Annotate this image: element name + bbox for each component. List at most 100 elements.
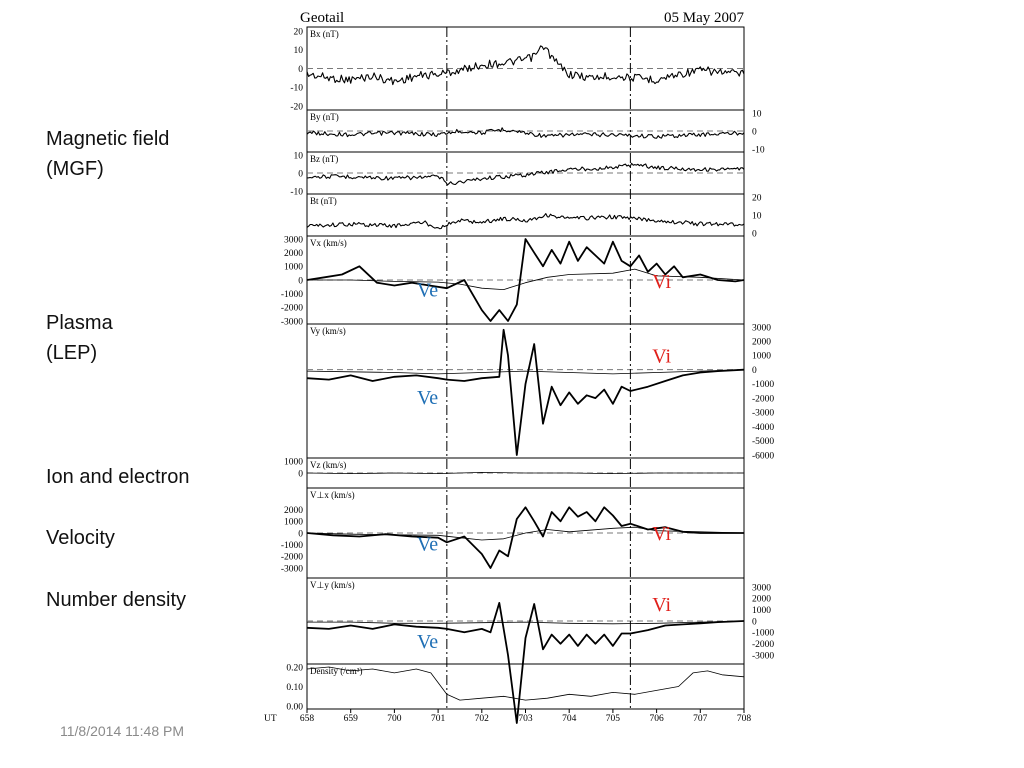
label-plasma: Plasma (LEP) <box>46 308 113 368</box>
series-vperpy-ve <box>306 602 745 724</box>
x-tick-label: 658 <box>300 714 315 724</box>
y-tick-label: 0.00 <box>286 702 303 712</box>
label-number-density: Number density <box>46 589 187 611</box>
y-tick-label: -3000 <box>281 564 303 574</box>
y-tick-label: -10 <box>290 187 303 197</box>
panel-label-bz: Bz (nT) <box>310 154 338 164</box>
x-tick-label: 707 <box>693 714 708 724</box>
label-magnetic-field-line2: (MGF) <box>46 158 104 180</box>
label-plasma-line1: Plasma <box>46 312 113 334</box>
y-tick-label: 0 <box>752 229 757 239</box>
x-tick-label: 705 <box>606 714 621 724</box>
y-tick-label: 20 <box>294 27 304 37</box>
y-tick-label: -1000 <box>752 380 774 390</box>
footer-date: 11/8/2014 11:48 PM <box>60 723 185 739</box>
y-tick-label: -1000 <box>281 290 303 300</box>
y-tick-label: 1000 <box>284 518 303 528</box>
y-tick-label: 10 <box>294 46 304 56</box>
series-vx-ve <box>306 238 745 322</box>
panel-label-vperpy: V⊥y (km/s) <box>310 580 355 590</box>
y-tick-label: 3000 <box>752 583 771 593</box>
y-tick-label: 0.10 <box>286 683 303 693</box>
y-tick-label: -4000 <box>752 423 774 433</box>
x-tick-label: 708 <box>737 714 752 724</box>
label-ion-electron: Ion and electron <box>46 466 190 488</box>
x-tick-label: 701 <box>431 714 446 724</box>
y-tick-label: 10 <box>752 109 762 119</box>
annotation-ve: Ve <box>417 387 438 409</box>
annotation-vi: Vi <box>652 594 671 616</box>
y-tick-label: 0 <box>298 469 303 479</box>
y-tick-label: -2000 <box>281 304 303 314</box>
annotation-ve: Ve <box>417 534 438 556</box>
y-tick-label: 3000 <box>284 235 303 245</box>
annotation-vi: Vi <box>652 523 671 545</box>
x-tick-label: 704 <box>562 714 577 724</box>
series-bx-bx <box>306 45 745 86</box>
y-tick-label: 2000 <box>752 595 771 605</box>
y-tick-label: -1000 <box>752 629 774 639</box>
y-tick-label: 1000 <box>752 606 771 616</box>
y-tick-label: -20 <box>290 102 303 112</box>
y-tick-label: -5000 <box>752 437 774 447</box>
y-tick-label: 2000 <box>284 506 303 516</box>
panel-label-bt: Bt (nT) <box>310 196 337 206</box>
y-tick-label: 0 <box>298 276 303 286</box>
y-tick-label: -2000 <box>752 640 774 650</box>
annotation-vi: Vi <box>652 346 671 368</box>
y-tick-label: 1000 <box>752 352 771 362</box>
x-axis-label: UT <box>264 714 277 724</box>
y-tick-label: -3000 <box>281 317 303 327</box>
series-vperpx-vi <box>306 526 745 541</box>
x-tick-label: 702 <box>475 714 490 724</box>
panel-label-vx: Vx (km/s) <box>310 238 347 248</box>
chart-title-left: Geotail <box>300 10 344 26</box>
y-tick-label: -3000 <box>752 651 774 661</box>
y-tick-label: 0 <box>298 169 303 179</box>
label-plasma-line2: (LEP) <box>46 342 98 364</box>
series-vperpy-vi <box>307 620 745 625</box>
x-tick-label: 706 <box>649 714 664 724</box>
y-tick-label: 0.20 <box>286 663 303 673</box>
label-magnetic-field-line1: Magnetic field <box>46 128 170 150</box>
panel-label-vy: Vy (km/s) <box>310 326 346 336</box>
series-density-density <box>306 666 745 701</box>
x-tick-label: 703 <box>518 714 533 724</box>
y-tick-label: -3000 <box>752 409 774 419</box>
y-tick-label: 0 <box>298 65 303 75</box>
annotation-vi: Vi <box>652 271 671 293</box>
x-tick-label: 700 <box>387 714 402 724</box>
y-tick-label: 3000 <box>752 323 771 333</box>
x-tick-label: 659 <box>344 714 359 724</box>
annotation-ve: Ve <box>417 631 438 653</box>
y-tick-label: 0 <box>752 127 757 137</box>
series-vy-ve <box>306 328 745 456</box>
series-bz-bz <box>306 162 745 186</box>
series-vz-vz <box>306 472 744 474</box>
plot-frame <box>306 26 745 710</box>
series-vx-vi <box>307 268 745 290</box>
panel-label-density: Density (/cm³) <box>310 666 362 676</box>
annotation-ve: Ve <box>417 279 438 301</box>
y-tick-label: -2000 <box>281 553 303 563</box>
series-by-by <box>306 127 745 139</box>
label-magnetic-field: Magnetic field (MGF) <box>46 124 169 184</box>
series-vperpx-ve <box>306 506 744 569</box>
panel-label-by: By (nT) <box>310 112 339 122</box>
y-tick-label: 0 <box>298 529 303 539</box>
y-tick-label: 10 <box>294 151 304 161</box>
y-tick-label: 0 <box>752 617 757 627</box>
y-tick-label: -2000 <box>752 394 774 404</box>
y-tick-label: -6000 <box>752 451 774 461</box>
y-tick-label: -10 <box>290 84 303 94</box>
y-tick-label: -10 <box>752 145 765 155</box>
series-vy-vi <box>306 369 745 375</box>
panel-label-bx: Bx (nT) <box>310 29 339 39</box>
y-tick-label: 1000 <box>284 263 303 273</box>
y-tick-label: 2000 <box>752 338 771 348</box>
panel-label-vz: Vz (km/s) <box>310 460 346 470</box>
label-velocity: Velocity <box>46 527 115 549</box>
chart-title-right: 05 May 2007 <box>664 10 744 26</box>
panel-label-vperpx: V⊥x (km/s) <box>310 490 355 500</box>
